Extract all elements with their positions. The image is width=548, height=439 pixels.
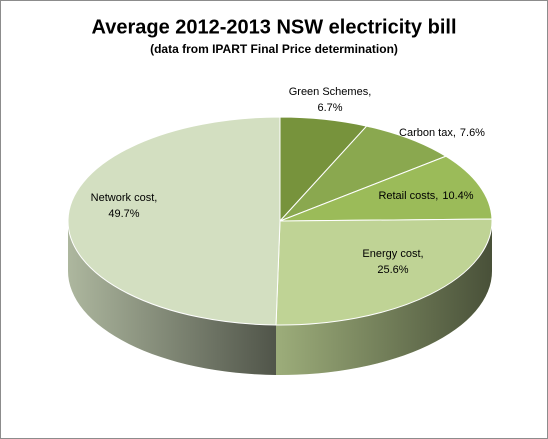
chart-title: Average 2012-2013 NSW electricity bill (92, 16, 457, 38)
pie-tops (67, 116, 493, 326)
side-shade (276, 221, 492, 376)
data-label: Energy cost, 25.6% (362, 248, 423, 276)
label-value: 7.6% (460, 127, 485, 139)
chart-subtitle: (data from IPART Final Price determinati… (150, 42, 398, 56)
slice (279, 155, 493, 222)
label-value: 25.6% (377, 264, 408, 276)
label-category: Energy cost, (362, 248, 423, 260)
slice (279, 125, 447, 222)
label-category: Network cost, (91, 192, 158, 204)
label-value: 10.4% (442, 190, 473, 202)
label-category: Green Schemes, (289, 86, 372, 98)
label-value: 49.7% (108, 208, 139, 220)
data-labels: Green Schemes, 6.7% Carbon tax, 7.6% Retail … (91, 86, 486, 276)
pie-sides (68, 221, 492, 376)
label-value: 6.7% (317, 102, 342, 114)
side-shade (68, 221, 277, 375)
data-label: Carbon tax, 7.6% (399, 127, 485, 139)
label-category: Retail costs, (378, 190, 438, 202)
data-label: Green Schemes, 6.7% (289, 86, 372, 114)
data-label: Retail costs, 10.4% (378, 190, 473, 202)
label-category: Carbon tax, (399, 127, 456, 139)
slice (275, 218, 493, 326)
slice (67, 116, 281, 326)
data-label: Network cost, 49.7% (91, 192, 158, 220)
